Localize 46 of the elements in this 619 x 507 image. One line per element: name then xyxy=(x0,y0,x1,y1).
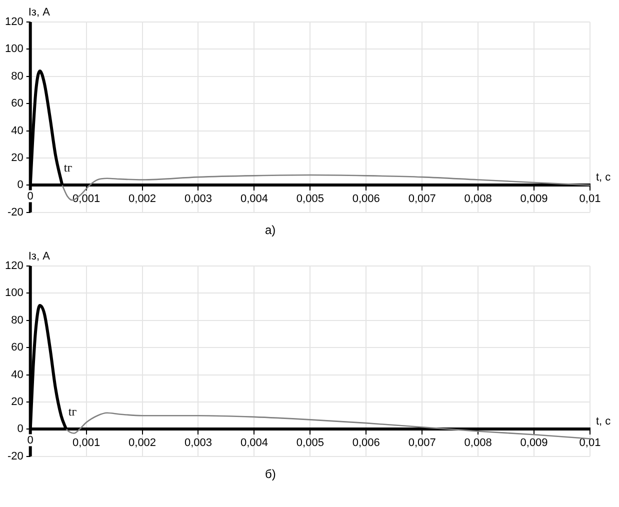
y-tick-label: 20 xyxy=(11,152,24,164)
text: а) xyxy=(264,222,277,239)
x-tick-label: 0,008 xyxy=(464,436,492,449)
x-tick-label: 0,009 xyxy=(520,192,548,205)
y-axis-title: Iз, А xyxy=(28,6,51,19)
y-tick-label: 120 xyxy=(4,16,24,28)
x-axis-title: t, с xyxy=(596,172,612,184)
y-tick-label: 40 xyxy=(11,368,24,381)
y-axis-title: Iз, А xyxy=(28,250,51,263)
y-tick-label: 0 xyxy=(17,423,24,436)
text: б) xyxy=(264,466,277,483)
x-tick-label: 0,003 xyxy=(184,192,212,205)
y-tick-label: 120 xyxy=(4,260,24,272)
x-tick-label: 0,001 xyxy=(72,436,100,449)
x-axis-title: t, с xyxy=(596,416,612,428)
y-tick-label: 100 xyxy=(4,287,24,300)
y-tick-label: 40 xyxy=(11,124,24,137)
x-tick-label: 0,007 xyxy=(408,192,436,205)
x-tick-label: 0,005 xyxy=(296,192,324,205)
x-tick-label: 0,008 xyxy=(464,192,492,205)
y-tick-label: 80 xyxy=(11,314,24,326)
x-tick-label: 0,007 xyxy=(408,436,436,449)
x-tick-label: 0,004 xyxy=(240,436,268,449)
x-tick-label: 0,003 xyxy=(184,436,212,449)
annotation: tг xyxy=(68,404,77,418)
y-tick-label: 60 xyxy=(11,98,24,110)
x-tick-label: 0,01 xyxy=(579,192,601,205)
x-tick-label: 0 xyxy=(27,190,34,203)
y-tick-label: 100 xyxy=(4,43,24,56)
x-tick-label: 0,005 xyxy=(296,436,324,449)
x-tick-label: 0,01 xyxy=(579,436,601,449)
x-tick-label: 0 xyxy=(27,434,34,447)
y-tick-label: 60 xyxy=(11,342,24,354)
x-tick-label: 0,004 xyxy=(240,192,268,205)
x-tick-label: 0,002 xyxy=(128,436,156,449)
y-tick-label: 0 xyxy=(17,179,24,192)
y-tick-label: -20 xyxy=(7,450,24,462)
x-tick-label: 0,001 xyxy=(72,192,100,205)
x-tick-label: 0,009 xyxy=(520,436,548,449)
x-tick-label: 0,002 xyxy=(128,192,156,205)
y-tick-label: -20 xyxy=(7,206,24,218)
y-tick-label: 80 xyxy=(11,70,24,82)
x-tick-label: 0,006 xyxy=(352,192,380,205)
x-tick-label: 0,006 xyxy=(352,436,380,449)
annotation: tг xyxy=(64,160,72,174)
y-tick-label: 20 xyxy=(11,396,24,408)
